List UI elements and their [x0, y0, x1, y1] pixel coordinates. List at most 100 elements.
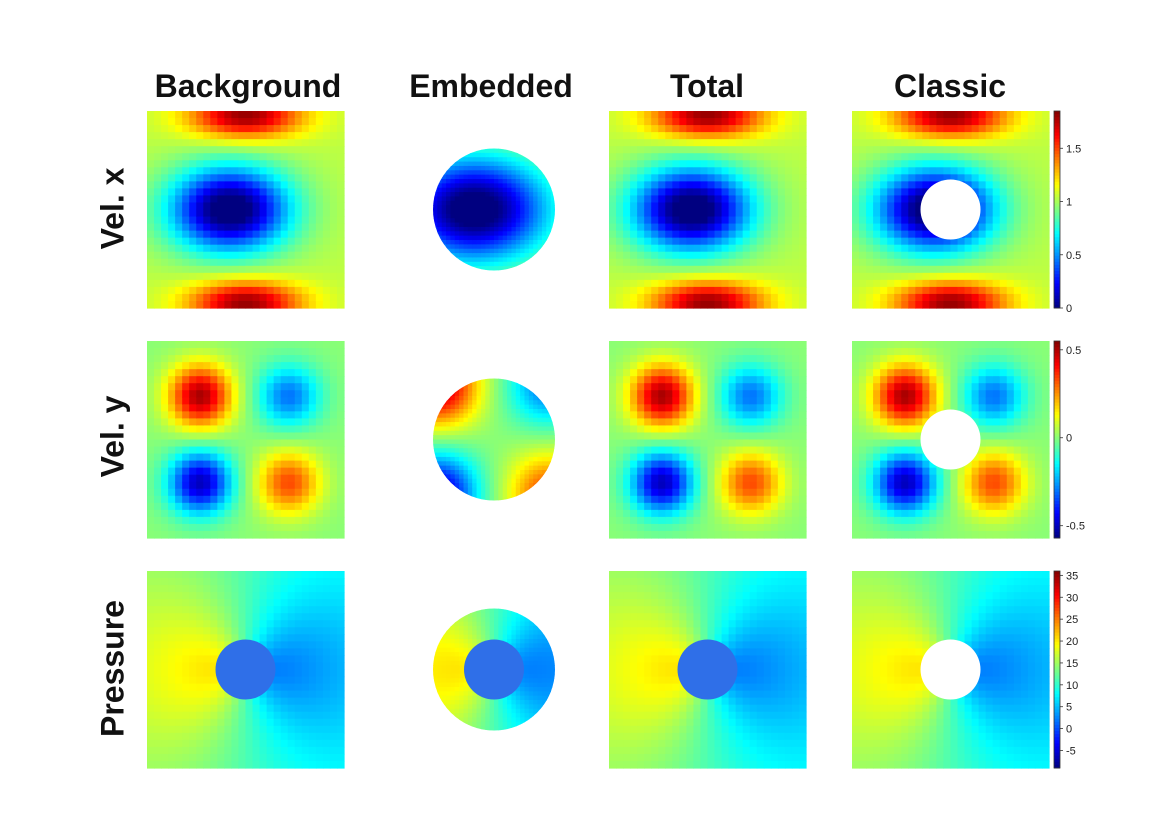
heatmap-cell	[252, 523, 261, 532]
heatmap-cell	[637, 251, 645, 260]
heatmap-cell	[498, 409, 504, 414]
heatmap-cell	[476, 470, 482, 475]
heatmap-cell	[515, 192, 521, 198]
heatmap-cell	[1027, 279, 1036, 288]
heatmap-cell	[154, 265, 162, 274]
heatmap-cell	[798, 132, 807, 140]
heatmap-cell	[437, 496, 443, 501]
heatmap-cell	[541, 157, 547, 163]
heatmap-cell	[322, 390, 331, 398]
heatmap-cell	[686, 293, 695, 302]
heatmap-cell	[231, 195, 240, 204]
heatmap-cell	[437, 179, 443, 184]
heatmap-cell	[707, 216, 716, 225]
heatmap-cell	[957, 118, 966, 126]
heatmap-cell	[644, 111, 652, 119]
heatmap-cell	[450, 387, 456, 393]
heatmap-cell	[978, 258, 987, 267]
heatmap-cell	[168, 125, 176, 133]
heatmap-cell	[329, 502, 338, 511]
heatmap-cell	[476, 231, 482, 237]
heatmap-cell	[630, 418, 638, 427]
heatmap-cell	[154, 460, 162, 469]
heatmap-cell	[168, 481, 176, 490]
heatmap-cell	[978, 153, 987, 161]
heatmap-cell	[515, 470, 521, 475]
heatmap-cell	[971, 167, 980, 175]
heatmap-cell	[147, 132, 155, 140]
heatmap-cell	[533, 413, 539, 419]
heatmap-cell	[472, 196, 478, 202]
heatmap-cell	[446, 192, 452, 198]
heatmap-cell	[533, 382, 539, 388]
heatmap-cell	[273, 174, 282, 182]
heatmap-cell	[189, 453, 197, 462]
heatmap-cell	[196, 453, 204, 462]
heatmap-cell	[231, 509, 240, 518]
heatmap-cell	[665, 404, 673, 412]
heatmap-cell	[175, 418, 183, 427]
heatmap-cell	[873, 174, 881, 182]
heatmap-cell	[224, 244, 233, 253]
heatmap-cell	[494, 491, 499, 497]
heatmap-cell	[520, 491, 526, 497]
heatmap-cell	[546, 400, 552, 406]
heatmap-cell	[494, 483, 499, 489]
heatmap-cell	[161, 153, 169, 161]
heatmap-cell	[528, 409, 534, 414]
heatmap-cell	[322, 258, 331, 267]
heatmap-cell	[433, 257, 438, 263]
heatmap-cell	[528, 244, 534, 250]
heatmap-cell	[616, 202, 624, 211]
heatmap-cell	[238, 502, 247, 511]
heatmap-cell	[266, 160, 275, 168]
heatmap-cell	[777, 230, 786, 239]
heatmap-cell	[515, 448, 521, 454]
heatmap-cell	[494, 170, 499, 176]
heatmap-cell	[533, 409, 539, 414]
heatmap-cell	[728, 160, 737, 168]
heatmap-cell	[231, 439, 240, 448]
heatmap-cell	[686, 202, 695, 211]
heatmap-cell	[533, 478, 539, 484]
heatmap-cell	[494, 461, 499, 467]
heatmap-cell	[609, 195, 617, 204]
heatmap-cell	[308, 341, 317, 349]
heatmap-cell	[147, 118, 155, 126]
heatmap-cell	[498, 443, 504, 449]
heatmap-cell	[915, 216, 923, 225]
heatmap-cell	[616, 237, 624, 246]
heatmap-cell	[672, 146, 680, 154]
heatmap-cell	[1020, 111, 1029, 119]
heatmap-cell	[992, 230, 1001, 239]
heatmap-cell	[161, 502, 169, 511]
heatmap-cell	[507, 461, 513, 467]
heatmap-cell	[546, 478, 552, 484]
heatmap-cell	[446, 426, 452, 432]
heatmap-cell	[511, 266, 517, 271]
heatmap-cell	[329, 195, 338, 204]
heatmap-cell	[791, 286, 800, 295]
heatmap-cell	[450, 452, 456, 458]
heatmap-cell	[866, 293, 874, 302]
heatmap-cell	[651, 502, 659, 511]
heatmap-cell	[498, 213, 504, 219]
heatmap-cell	[485, 157, 491, 163]
heatmap-cell	[280, 188, 289, 197]
heatmap-cell	[217, 279, 225, 288]
heatmap-cell	[437, 266, 443, 271]
heatmap-cell	[520, 413, 526, 419]
heatmap-cell	[454, 387, 460, 393]
heatmap-cell	[873, 209, 881, 218]
heatmap-cell	[999, 188, 1008, 197]
heatmap-cell	[637, 174, 645, 182]
heatmap-cell	[315, 174, 324, 182]
heatmap-cell	[985, 188, 994, 197]
heatmap-cell	[665, 348, 673, 356]
heatmap-cell	[252, 460, 261, 469]
heatmap-cell	[964, 286, 973, 295]
heatmap-cell	[637, 125, 645, 133]
heatmap-cell	[541, 465, 547, 471]
heatmap-cell	[441, 452, 447, 458]
heatmap-cell	[784, 167, 793, 175]
